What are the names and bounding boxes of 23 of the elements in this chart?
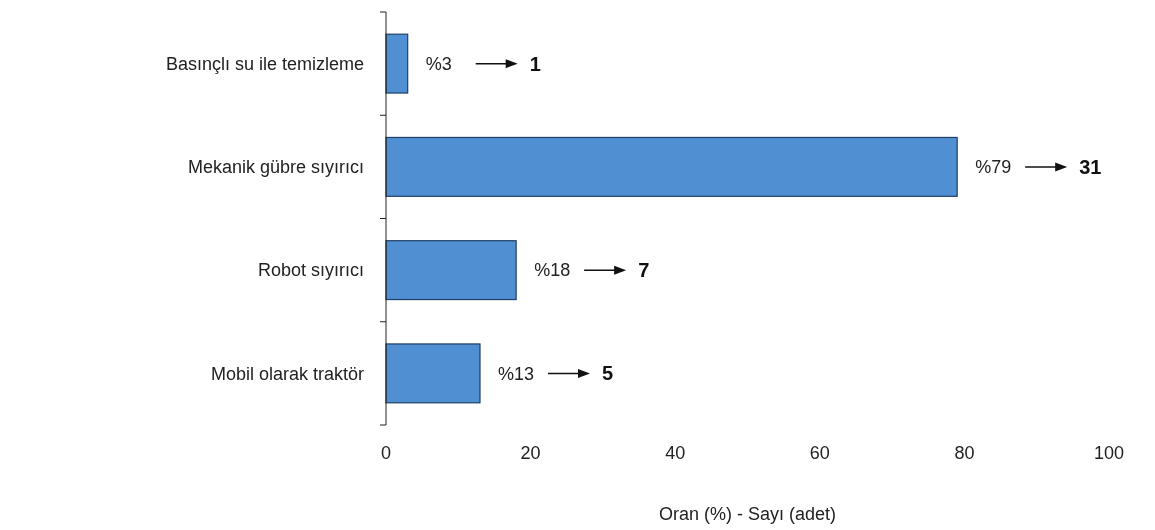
data-label: %3 — [425, 53, 452, 74]
y-tick-label: Mobil olarak traktör — [210, 363, 364, 384]
x-tick-label: 80 — [954, 443, 975, 463]
data-label: %79 — [975, 157, 1012, 178]
data-label: %18 — [534, 260, 571, 281]
y-tick-label: Basınçlı su ile temizleme — [165, 53, 364, 74]
x-tick-label: 0 — [380, 443, 392, 463]
annotation: 5 — [601, 362, 614, 385]
annotation: 1 — [529, 52, 541, 75]
x-tick-label: 40 — [665, 443, 686, 463]
x-tick-label: 20 — [520, 443, 541, 463]
y-tick-label: Mekanik gübre sıyırıcı — [187, 157, 364, 178]
annotation: 31 — [1079, 155, 1102, 178]
data-label: %13 — [497, 363, 535, 384]
bar — [385, 136, 958, 197]
annotation: 7 — [638, 259, 650, 282]
bar — [385, 33, 409, 94]
x-axis-title: Oran (%) - Sayı (adet) — [658, 504, 837, 524]
y-tick-label: Robot sıyırıcı — [257, 260, 364, 281]
x-tick-label: 60 — [809, 443, 830, 463]
x-tick-label: 100 — [1093, 443, 1125, 463]
bar — [385, 343, 481, 404]
bar — [385, 240, 517, 301]
